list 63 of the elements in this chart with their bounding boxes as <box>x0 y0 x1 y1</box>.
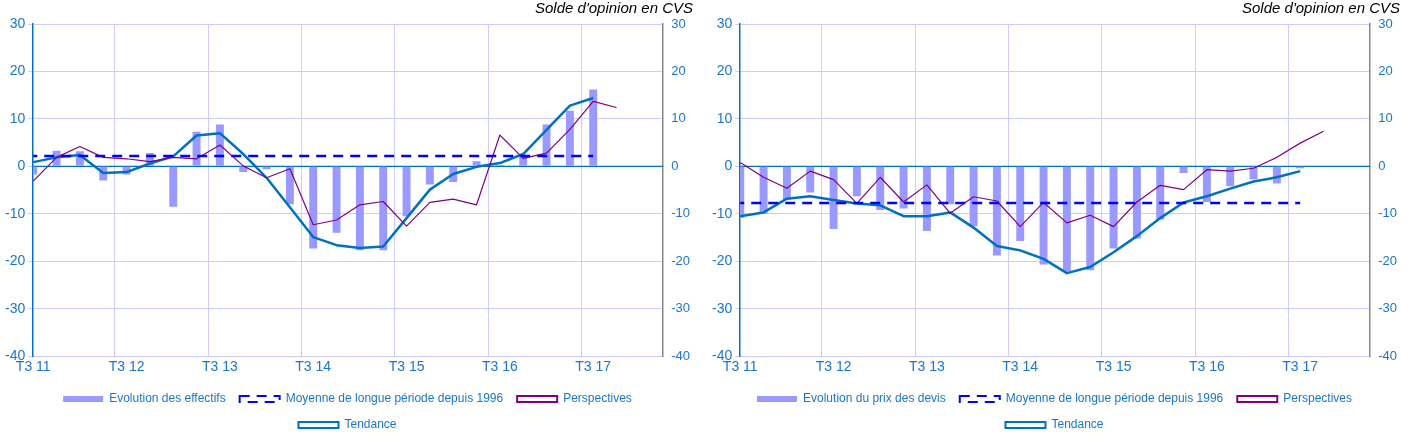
bar <box>355 166 364 251</box>
y2-tick-label: 20 <box>671 63 686 79</box>
legend-label: Perspectives <box>1283 391 1352 406</box>
y2-tick-label: 30 <box>671 15 686 31</box>
y2-tick-label: -40 <box>671 347 691 363</box>
y-tick-label: -20 <box>712 252 733 269</box>
bar <box>309 166 318 249</box>
y-tick-label: 20 <box>716 62 733 79</box>
bar <box>332 166 341 233</box>
y-tick-label: 10 <box>9 109 26 126</box>
y-tick-label: 0 <box>724 157 733 174</box>
y-tick-label: 10 <box>716 109 733 126</box>
y2-tick-label: -10 <box>671 205 691 221</box>
y2-tick-label: -20 <box>1378 252 1398 268</box>
x-tick-label: T3 17 <box>1282 358 1319 375</box>
y2-tick-label: 30 <box>1378 15 1393 31</box>
bar <box>379 166 388 251</box>
y-tick-label: 0 <box>17 157 26 174</box>
legend-label: Moyenne de longue période depuis 1996 <box>1005 391 1224 406</box>
y-tick-label: -30 <box>712 299 733 316</box>
legend-label: Perspectives <box>563 391 632 406</box>
x-tick-label: T3 14 <box>295 358 332 375</box>
legend-label: Tendance <box>344 417 397 432</box>
bar <box>589 89 598 166</box>
legend-label: Moyenne de longue période depuis 1996 <box>285 391 504 406</box>
chart-title: Solde d'opinion en CVS <box>535 0 693 17</box>
x-tick-label: T3 13 <box>201 358 238 375</box>
legend-label: Evolution du prix des devis <box>803 391 946 406</box>
y2-tick-label: 0 <box>1378 157 1386 173</box>
y2-tick-label: 20 <box>1378 63 1393 79</box>
y2-tick-label: -30 <box>671 300 691 316</box>
x-tick-label: T3 12 <box>108 358 145 375</box>
bar <box>565 110 574 166</box>
x-tick-label: T3 14 <box>1002 358 1039 375</box>
y-tick-label: -10 <box>5 204 26 221</box>
y-tick-label: 30 <box>716 14 733 31</box>
bar <box>285 166 294 205</box>
y-tick-label: -20 <box>5 252 26 269</box>
chart-title: Solde d'opinion en CVS <box>1242 0 1400 17</box>
bar <box>239 166 248 173</box>
y-tick-label: 20 <box>9 62 26 79</box>
y-tick-label: -30 <box>5 299 26 316</box>
bar <box>402 166 411 217</box>
legend-label: Tendance <box>1051 417 1104 432</box>
y-tick-label: 30 <box>9 14 26 31</box>
x-tick-label: T3 12 <box>815 358 852 375</box>
x-tick-label: T3 15 <box>1095 358 1132 375</box>
x-tick-label: T3 16 <box>1188 358 1225 375</box>
x-tick-label: T3 17 <box>575 358 612 375</box>
x-tick-label: T3 13 <box>908 358 945 375</box>
y2-tick-label: -40 <box>1378 347 1398 363</box>
y2-tick-label: -20 <box>671 252 691 268</box>
y2-tick-label: 10 <box>1378 110 1393 126</box>
bar <box>425 166 434 185</box>
x-tick-label: T3 16 <box>481 358 518 375</box>
y-tick-label: -10 <box>712 204 733 221</box>
y2-tick-label: -30 <box>1378 300 1398 316</box>
legend-label: Evolution des effectifs <box>109 391 226 406</box>
bar <box>169 166 178 207</box>
y2-tick-label: -10 <box>1378 205 1398 221</box>
y2-tick-label: 10 <box>671 110 686 126</box>
y2-tick-label: 0 <box>671 157 679 173</box>
x-tick-label: T3 15 <box>388 358 425 375</box>
